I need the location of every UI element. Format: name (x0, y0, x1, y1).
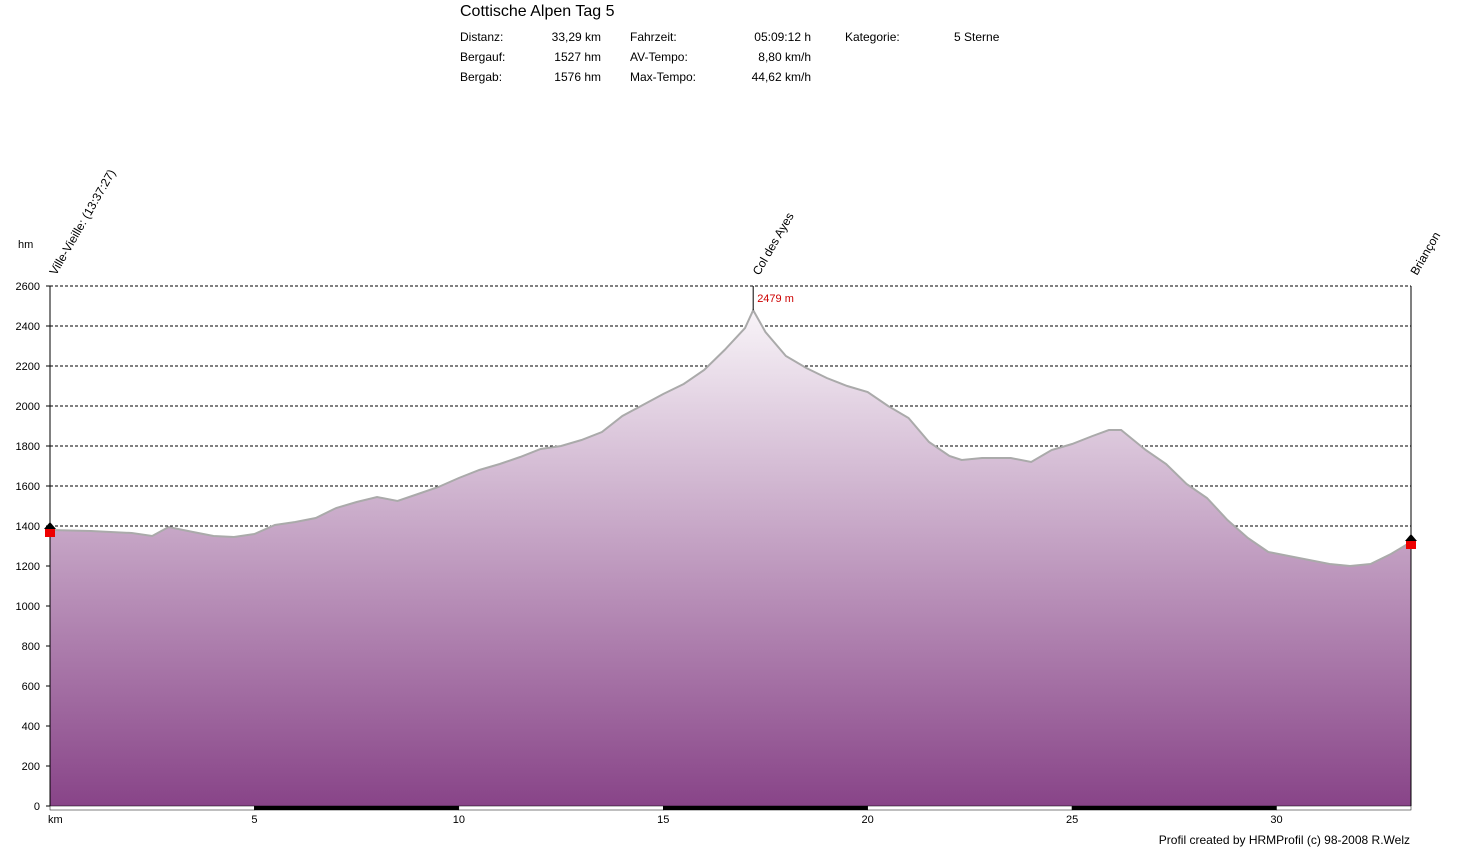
x-tick-label: 10 (453, 814, 465, 826)
stat-maxspeed-value: 44,62 km/h (751, 70, 811, 84)
stat-maxspeed-label: Max-Tempo: (630, 70, 697, 84)
x-tick-label: 30 (1270, 814, 1282, 826)
x-scale-segment (1276, 805, 1412, 811)
y-tick-label: 1000 (16, 601, 40, 613)
x-scale-segment (458, 805, 664, 811)
x-scale-segment (867, 805, 1073, 811)
y-tick-label: 0 (34, 801, 40, 813)
stat-avgspeed-label: AV-Tempo: (630, 50, 688, 64)
x-tick-label: 5 (251, 814, 257, 826)
stat-ridetime-value: 05:09:12 h (754, 30, 811, 44)
y-tick-label: 1200 (16, 561, 40, 573)
waypoint-label: Briançon (1407, 229, 1443, 277)
y-axis-label: hm (18, 239, 33, 251)
stat-ascent-value: 1527 hm (554, 50, 601, 64)
waypoint-flag-icon (45, 529, 55, 537)
y-tick-label: 2600 (16, 281, 40, 293)
waypoint-marker-icon (44, 522, 56, 529)
y-tick-label: 1800 (16, 441, 40, 453)
stat-descent-label: Bergab: (460, 70, 503, 84)
y-tick-label: 2400 (16, 321, 40, 333)
stat-category-label: Kategorie: (845, 30, 900, 44)
x-axis-label: km (48, 814, 63, 826)
y-tick-label: 2200 (16, 361, 40, 373)
stat-ascent-label: Bergauf: (460, 50, 506, 64)
waypoint-label: Ville-Vieille: (13:37:27) (46, 167, 118, 278)
waypoint-marker-icon (1405, 534, 1417, 541)
elevation-area (50, 310, 1411, 806)
x-scale-segment (49, 805, 255, 811)
peak-elevation-label: 2479 m (757, 293, 794, 305)
stat-distance-label: Distanz: (460, 30, 504, 44)
stat-descent-value: 1576 hm (554, 70, 601, 84)
y-tick-label: 2000 (16, 401, 40, 413)
stat-ridetime-label: Fahrzeit: (630, 30, 677, 44)
x-scale-segment (662, 805, 868, 811)
credit-text: Profil created by HRMProfil (c) 98-2008 … (1158, 833, 1410, 847)
y-tick-label: 1400 (16, 521, 40, 533)
y-tick-label: 600 (22, 681, 40, 693)
x-tick-label: 15 (657, 814, 669, 826)
stat-distance-value: 33,29 km (551, 30, 601, 44)
chart-title: Cottische Alpen Tag 5 (460, 3, 615, 20)
x-scale-segment (1071, 805, 1277, 811)
x-tick-label: 20 (862, 814, 874, 826)
y-tick-label: 800 (22, 641, 40, 653)
waypoint-flag-icon (1406, 541, 1416, 549)
y-tick-label: 400 (22, 721, 40, 733)
x-tick-label: 25 (1066, 814, 1078, 826)
y-tick-label: 1600 (16, 481, 40, 493)
stat-category-value: 5 Sterne (954, 30, 1000, 44)
x-scale-segment (254, 805, 460, 811)
stat-avgspeed-value: 8,80 km/h (758, 50, 811, 64)
waypoint-label: Col des Ayes (750, 210, 797, 277)
y-tick-label: 200 (22, 761, 40, 773)
